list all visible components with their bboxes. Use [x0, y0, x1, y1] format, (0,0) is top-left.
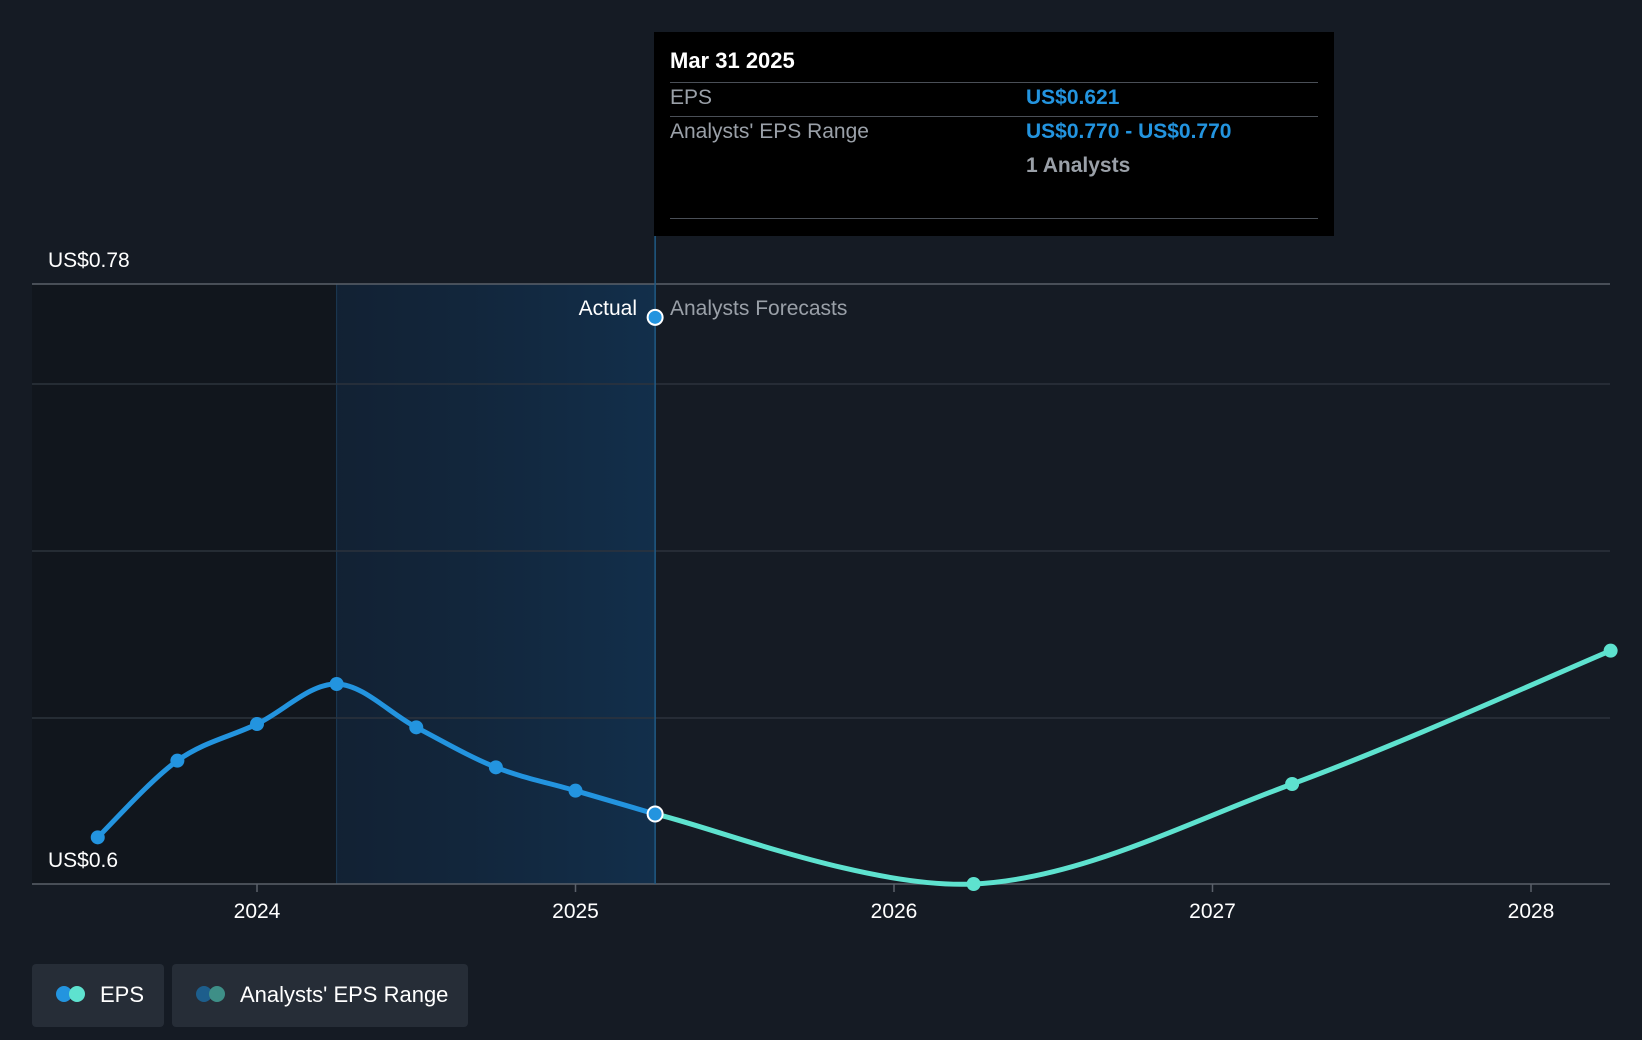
tooltip: Mar 31 2025 EPS US$0.621 Analysts' EPS R…	[654, 32, 1334, 236]
legend-label: Analysts' EPS Range	[240, 982, 449, 1007]
x-axis-ticks: 2024 2025 2026 2027 2028	[234, 884, 1555, 923]
eps-actual-point[interactable]	[568, 783, 583, 798]
eps-actual-point[interactable]	[250, 717, 264, 731]
tooltip-eps-value: US$0.621	[1026, 86, 1120, 109]
legend-dot	[56, 986, 72, 1002]
tooltip-range-value: US$0.770 - US$0.770	[1026, 120, 1232, 143]
legend-dot	[209, 986, 225, 1002]
eps-actual-point[interactable]	[329, 677, 344, 691]
series-layer	[90, 308, 1618, 891]
tooltip-analysts-row: 1 Analysts	[670, 154, 1318, 184]
gridlines	[32, 283, 1610, 885]
tooltip-range-row: Analysts' EPS Range US$0.770 - US$0.770	[670, 120, 1318, 150]
legend-dot	[196, 986, 212, 1002]
forecast-label: Analysts Forecasts	[670, 297, 847, 320]
eps-actual-point[interactable]	[409, 720, 424, 735]
eps-actual-point[interactable]	[170, 753, 185, 768]
highlight-region	[336, 284, 656, 884]
y-axis-bottom-label: US$0.6	[48, 849, 118, 872]
eps-forecast-point[interactable]	[1285, 777, 1300, 791]
legend-item-eps[interactable]: EPS	[32, 964, 164, 1027]
eps-forecast-point[interactable]	[966, 877, 981, 891]
tooltip-date: Mar 31 2025	[670, 48, 795, 73]
eps-actual-point[interactable]	[488, 760, 503, 775]
eps-chart: US$0.78 US$0.6 Actual Analysts Forecasts…	[32, 236, 1618, 923]
legend-dot	[69, 986, 85, 1002]
analysts-range-point[interactable]	[646, 308, 664, 326]
eps-actual-point[interactable]	[90, 830, 105, 845]
x-tick-label: 2026	[871, 900, 918, 923]
legend-label: EPS	[100, 982, 145, 1007]
tooltip-range-label: Analysts' EPS Range	[670, 120, 869, 143]
x-tick-label: 2024	[234, 900, 281, 923]
x-tick-label: 2028	[1508, 900, 1555, 923]
tooltip-analysts-count: 1 Analysts	[1026, 154, 1131, 177]
x-tick-label: 2025	[552, 900, 599, 923]
eps-forecast-point[interactable]	[1603, 643, 1618, 658]
tooltip-eps-label: EPS	[670, 86, 713, 109]
tooltip-separator	[670, 82, 1318, 83]
actual-label: Actual	[579, 297, 637, 320]
tooltip-eps-row: EPS US$0.621	[670, 86, 1318, 116]
tooltip-separator	[670, 116, 1318, 117]
eps-actual-point[interactable]	[646, 805, 664, 823]
past-region-shade	[32, 284, 337, 884]
eps-forecast-line	[652, 648, 1614, 887]
y-axis-top-label: US$0.78	[48, 249, 130, 272]
range-legend-icon	[196, 986, 226, 1004]
legend-item-analysts-eps-range[interactable]: Analysts' EPS Range	[172, 964, 468, 1027]
tooltip-separator	[670, 218, 1318, 219]
x-tick-label: 2027	[1189, 900, 1236, 923]
eps-legend-icon	[56, 986, 86, 1004]
